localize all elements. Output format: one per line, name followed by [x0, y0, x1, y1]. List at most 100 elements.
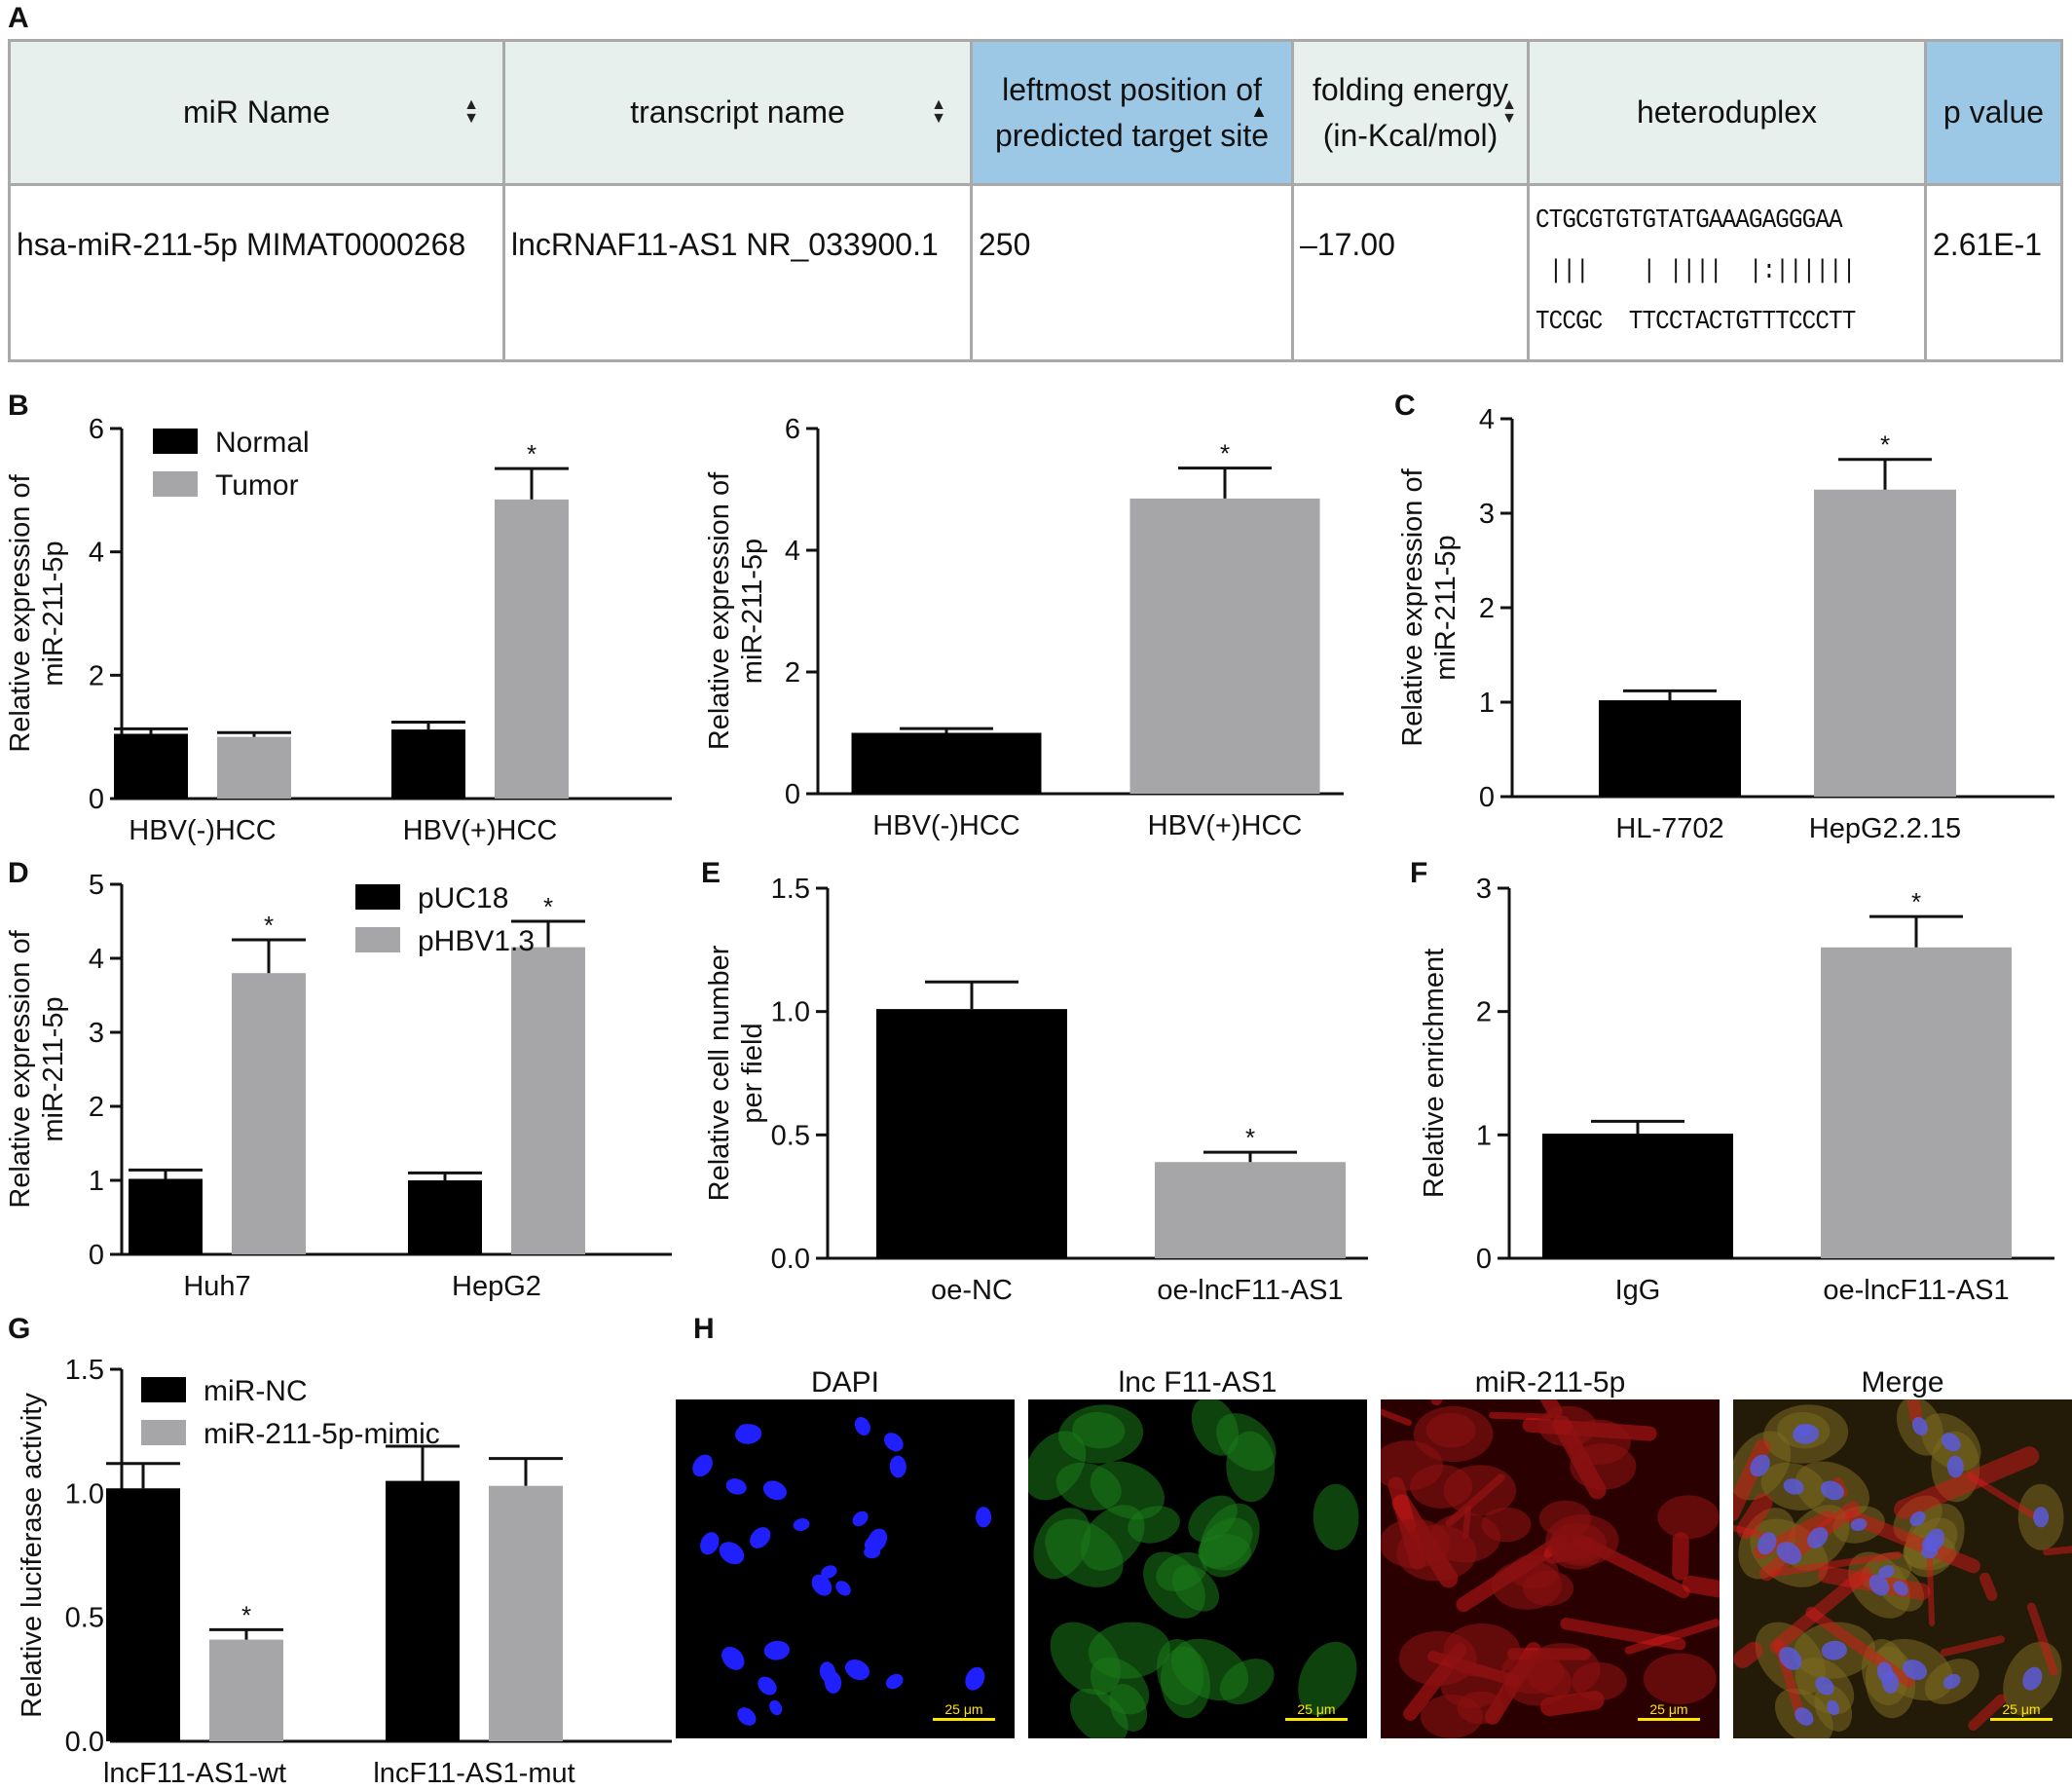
bar [511, 947, 585, 1254]
cell-nucleus [824, 1670, 842, 1694]
cell-fiber [1682, 1575, 1720, 1598]
cell-body [1524, 1643, 1601, 1697]
mir-image [1381, 1399, 1720, 1738]
cell-nucleus [1827, 1699, 1840, 1716]
micrograph-background [676, 1399, 1015, 1738]
y-tick-label: 2 [1479, 593, 1495, 624]
cell-fiber [1768, 1550, 1903, 1578]
legend-swatch [153, 429, 198, 454]
x-tick-label: HepG2.2.15 [1809, 813, 1961, 844]
x-tick-label: HL-7702 [1615, 813, 1723, 844]
bar [106, 1488, 180, 1741]
column-header-label-line1: leftmost position of [1002, 72, 1262, 108]
cell-cytoplasm [1109, 1684, 1148, 1732]
cell-body [1443, 1465, 1517, 1516]
column-header-mir-name[interactable]: miR Name ▲ ▼ [8, 39, 505, 186]
cell-cytoplasm [1298, 1641, 1357, 1716]
y-tick-label: 0.0 [65, 1727, 104, 1758]
chart-e: 0.0 0.5 1.0 1.5 Relative cell number per fiel… [704, 874, 1368, 1306]
significance-marker: * [1220, 439, 1230, 468]
cell-nucleus [1941, 1433, 1961, 1452]
cell-cytoplasm [1028, 1431, 1087, 1501]
cell-energy: –17.00 [1291, 183, 1530, 362]
cell-fiber [2043, 1546, 2072, 1556]
cell-cytoplasm [1143, 1551, 1205, 1619]
micrograph-lnc: 25 μm [1028, 1399, 1367, 1738]
y-tick-label: 6 [89, 414, 104, 445]
legend-swatch [141, 1377, 186, 1402]
cell-nucleus [1776, 1542, 1802, 1565]
cell-body [1538, 1405, 1597, 1447]
column-header-folding-energy[interactable]: folding energy (in-Kcal/mol) ▲ ▼ [1291, 39, 1530, 186]
bar [851, 732, 1042, 794]
y-axis-label: Relative expression of [704, 471, 735, 750]
bar [129, 1178, 203, 1254]
cell-nucleus [965, 1666, 985, 1691]
bar [1129, 498, 1320, 794]
cell-body [1570, 1443, 1637, 1490]
cell-nucleus [864, 1546, 881, 1559]
legend-label: Tumor [215, 469, 299, 502]
cell-heteroduplex: CTGCGTGTGTATGAAAGAGGGAA ||| | |||| |:|||… [1527, 183, 1927, 362]
cell-body [1381, 1440, 1444, 1491]
cell-fiber [1381, 1408, 1413, 1427]
y-tick-label: 2 [89, 1092, 104, 1123]
column-header-heteroduplex[interactable]: heteroduplex [1527, 39, 1927, 186]
significance-marker: * [1880, 430, 1890, 460]
cell-nucleus [762, 1480, 787, 1501]
y-tick-label: 2 [785, 657, 800, 689]
cell-nucleus [1893, 1581, 1908, 1596]
panel-letter-f: F [1410, 857, 1428, 889]
micro-label-lnc: lnc F11-AS1 [1118, 1366, 1277, 1398]
y-axis-label: Relative expression of [5, 473, 36, 752]
cell-cytoplasm [1033, 1508, 1092, 1580]
cell-fiber [1489, 1411, 1552, 1421]
cell-nucleus [1820, 1480, 1844, 1501]
x-tick-label: HBV(+)HCC [1148, 810, 1303, 841]
cell-nucleus [692, 1454, 713, 1477]
cell-nucleus [725, 1478, 747, 1495]
cell-nucleus [769, 1699, 783, 1716]
y-axis-label: Relative luciferase activity [17, 1393, 48, 1718]
cell-nucleus [845, 1659, 870, 1681]
column-header-transcript-name[interactable]: transcript name ▲ ▼ [502, 39, 973, 186]
y-tick-label: 1.0 [65, 1478, 104, 1510]
bar [209, 1639, 283, 1741]
sort-both-icon[interactable]: ▲ ▼ [463, 96, 479, 127]
cell-fiber [1539, 1691, 1605, 1717]
cell-cytoplasm [1313, 1483, 1359, 1550]
sort-both-icon[interactable]: ▲ ▼ [931, 96, 946, 127]
cell-nucleus [835, 1581, 851, 1596]
y-tick-label: 5 [89, 870, 104, 901]
sort-both-icon[interactable]: ▲ ▼ [1501, 96, 1517, 127]
panel-letter-b: B [8, 390, 29, 422]
panel-letter-g: G [8, 1313, 31, 1345]
cell-fiber [1539, 1399, 1563, 1419]
panel-letter-d: D [8, 857, 29, 889]
cell-nucleus [854, 1416, 870, 1436]
cell-nucleus [1850, 1518, 1868, 1532]
cell-nucleus [976, 1507, 992, 1528]
y-axis-label: miR-211-5p [38, 541, 69, 686]
merge-image [1733, 1399, 2072, 1738]
micro-label-mir: miR-211-5p [1474, 1366, 1626, 1398]
bar [408, 1180, 482, 1254]
legend-label: miR-NC [204, 1375, 308, 1407]
heteroduplex-pairing: ||| | |||| |:|||||| [1536, 257, 1857, 286]
heteroduplex-alignment: CTGCGTGTGTATGAAAGAGGGAA ||| | |||| |:|||… [1536, 196, 1885, 348]
legend-swatch [355, 884, 400, 910]
bar [1542, 1134, 1733, 1258]
column-header-leftmost-position[interactable]: leftmost position of predicted target si… [970, 39, 1294, 186]
scale-bar: 25 μm [1285, 1701, 1348, 1721]
sort-ascending-icon[interactable]: ▲ [1250, 101, 1268, 121]
cell-fiber [1979, 1572, 1998, 1601]
cell-cytoplasm [1170, 1638, 1249, 1701]
column-header-label: miR Name [182, 94, 331, 131]
y-tick-label: 4 [785, 536, 800, 567]
y-tick-label: 0.5 [65, 1603, 104, 1634]
micro-label-dapi: DAPI [810, 1366, 880, 1398]
heteroduplex-top-strand: CTGCGTGTGTATGAAAGAGGGAA [1536, 206, 1843, 236]
column-header-p-value[interactable]: p value [1924, 39, 2063, 186]
column-header-label-line2: predicted target site [994, 117, 1270, 153]
cell-nucleus [1942, 1673, 1961, 1690]
